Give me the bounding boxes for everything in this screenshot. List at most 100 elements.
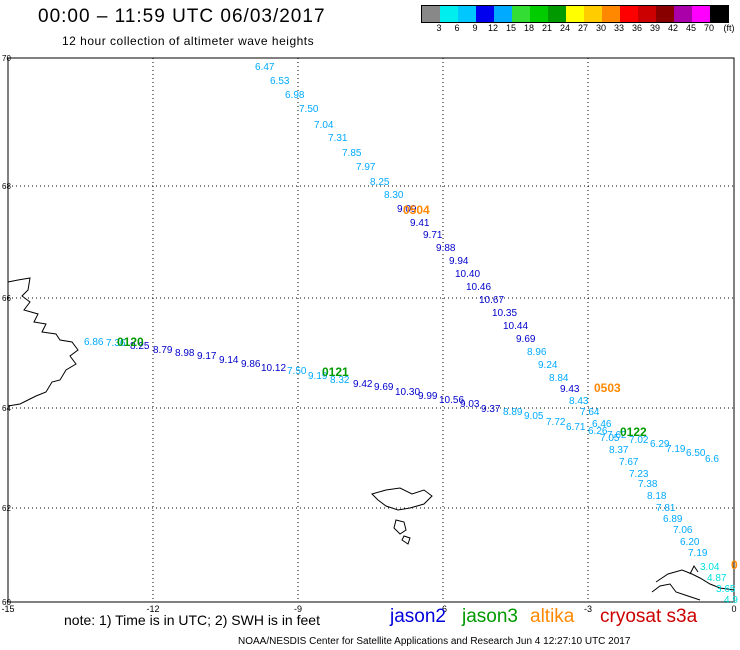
wave-height-value: 7.97 <box>356 162 376 173</box>
legend-swatch <box>602 6 620 22</box>
map-title: 00:00 – 11:59 UTC 06/03/2017 <box>38 6 326 27</box>
wave-height-value: 7.72 <box>546 417 566 428</box>
wave-height-value: 10.40 <box>455 269 480 280</box>
wave-height-value: 8.32 <box>330 375 350 386</box>
wave-height-value: 6.89 <box>663 514 683 525</box>
wave-height-value: 10.46 <box>466 282 491 293</box>
wave-height-value: 8.89 <box>503 407 523 418</box>
map-frame <box>7 57 735 603</box>
wave-height-value: 7.06 <box>673 525 693 536</box>
wave-height-value: 10.35 <box>492 308 517 319</box>
pass-time-label: 0120 <box>117 335 144 349</box>
wave-height-value: 7.36 <box>106 338 126 349</box>
pass-time-label: 0504 <box>403 203 430 217</box>
wave-height-value: 6.98 <box>285 90 305 101</box>
pass-time-label: 0 <box>731 558 738 572</box>
wave-height-value: 9.17 <box>197 351 217 362</box>
legend-swatch <box>476 6 494 22</box>
lat-tick-label: 64 <box>2 404 11 413</box>
wave-height-value: 7.31 <box>328 133 348 144</box>
satellite-label-jason3: jason3 <box>462 606 518 627</box>
wave-height-value: 6.71 <box>566 422 586 433</box>
wave-height-value: 7.19 <box>688 548 708 559</box>
lon-tick-label: -6 <box>439 604 447 614</box>
legend-label: 33 <box>613 23 625 33</box>
coastlines <box>7 277 735 601</box>
wave-height-value: 9.69 <box>374 382 394 393</box>
iceland-coastline <box>7 277 79 407</box>
wave-height-value: 7.64 <box>580 407 600 418</box>
wave-height-value: 7.19 <box>666 444 686 455</box>
wave-height-value: 9.88 <box>436 243 456 254</box>
wave-height-value: 7.85 <box>342 148 362 159</box>
wave-height-value: 10.44 <box>503 321 528 332</box>
wave-height-value: 9.42 <box>353 379 373 390</box>
wave-height-value: 6.47 <box>255 62 275 73</box>
legend-swatch <box>710 6 728 22</box>
satellite-label-altika: altika <box>530 606 575 627</box>
wave-height-value: 8.84 <box>549 373 569 384</box>
wave-height-value: 6.26 <box>588 426 608 437</box>
legend-swatch <box>530 6 548 22</box>
wave-height-value: 7.38 <box>638 479 658 490</box>
legend-label: 18 <box>523 23 535 33</box>
legend-swatch <box>692 6 710 22</box>
legend-swatch <box>620 6 638 22</box>
wave-height-value: 9.05 <box>524 411 544 422</box>
wave-height-value: 9.94 <box>449 256 469 267</box>
legend-swatch <box>458 6 476 22</box>
norway-coastline <box>651 565 735 601</box>
wave-height-value: 6.86 <box>84 337 104 348</box>
wave-height-value: 10.67 <box>479 295 504 306</box>
lat-tick-label: 66 <box>2 294 11 303</box>
faroe-islands-coastline <box>371 487 433 545</box>
pass-time-label: 0122 <box>620 425 647 439</box>
color-legend-bar <box>421 5 729 23</box>
wave-height-value: 9.43 <box>560 384 580 395</box>
wave-height-value: 9.99 <box>418 391 438 402</box>
legend-swatch <box>440 6 458 22</box>
legend-swatch <box>656 6 674 22</box>
wave-height-value: 7.62 <box>607 430 627 441</box>
legend-unit: (ft) <box>723 23 735 33</box>
legend-label: 45 <box>685 23 697 33</box>
legend-label: 36 <box>631 23 643 33</box>
wave-height-value: 9.86 <box>241 359 261 370</box>
lon-tick-label: -3 <box>584 604 592 614</box>
wave-height-value: 8.18 <box>647 491 667 502</box>
wave-height-value: 10.30 <box>395 387 420 398</box>
wave-height-value: 9.03 <box>460 399 480 410</box>
credit-footer: NOAA/NESDIS Center for Satellite Applica… <box>238 636 631 647</box>
wave-height-value: 3.65 <box>716 584 736 595</box>
wave-height-value: 9.14 <box>219 355 239 366</box>
altimeter-tracks: 6.47 6.53 6.98 7.50 7.04 7.31 7.85 7.97 8.25 8.30… <box>84 62 738 606</box>
wave-height-value: 9.69 <box>516 334 536 345</box>
wave-height-value: 7.67 <box>619 457 639 468</box>
legend-label: 3 <box>436 23 442 33</box>
legend-label: 9 <box>472 23 478 33</box>
lon-tick-label: 0 <box>731 604 736 614</box>
pass-time-label: 0121 <box>322 365 349 379</box>
axis-tick-labels: 70 68 66 64 62 60-15 -12 -9 -6 -3 0 <box>1 54 736 614</box>
wave-height-value: 9.71 <box>423 230 443 241</box>
legend-label: 12 <box>487 23 499 33</box>
satellite-label-jason2: jason2 <box>390 606 446 627</box>
lon-tick-label: -12 <box>146 604 159 614</box>
wave-height-value: 10.12 <box>261 363 286 374</box>
wave-height-value: 3.04 <box>700 562 720 573</box>
wave-height-value: 8.96 <box>527 347 547 358</box>
legend-swatch <box>512 6 530 22</box>
legend-label: 15 <box>505 23 517 33</box>
wave-height-value: 6.53 <box>270 76 290 87</box>
lon-tick-label: -15 <box>1 604 14 614</box>
legend-label: 6 <box>454 23 460 33</box>
wave-height-value: 6.29 <box>650 439 670 450</box>
wave-height-value: 4.9 <box>724 595 738 606</box>
pass-time-label: 0503 <box>594 381 621 395</box>
lon-tick-label: -9 <box>294 604 302 614</box>
legend-label: 24 <box>559 23 571 33</box>
legend-swatch <box>422 6 440 22</box>
wave-height-value: 8.98 <box>175 348 195 359</box>
legend-swatch <box>566 6 584 22</box>
wave-height-value: 6.46 <box>592 419 612 430</box>
